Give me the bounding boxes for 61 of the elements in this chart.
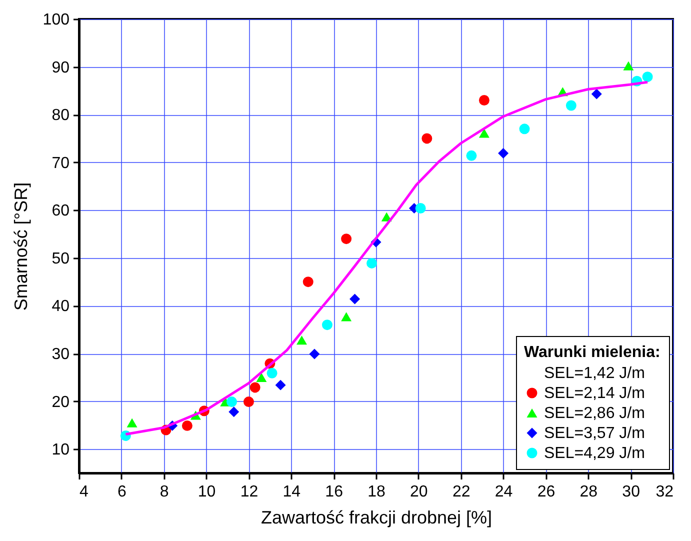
point: [422, 133, 432, 144]
x-tick-label: 26: [537, 484, 556, 500]
point: [478, 95, 490, 106]
text: SEL=1,42 J/m: [544, 365, 645, 382]
point: [478, 128, 490, 138]
x-tick-label: 32: [656, 484, 674, 500]
point: [309, 348, 320, 360]
x-tick-label: 22: [452, 484, 470, 500]
x-tick-label: 16: [325, 484, 344, 500]
point: [519, 124, 530, 134]
legend-label: SEL=2,14 J/m: [544, 385, 645, 402]
x-tick-label: 8: [160, 484, 169, 500]
y-tick-label: 30: [52, 346, 70, 364]
x-tick-label: 18: [368, 484, 386, 500]
point: [498, 148, 509, 159]
x-axis-title: Zawartość frakcji drobnej [%]: [260, 508, 492, 528]
y-tick-label: 20: [52, 394, 70, 411]
y-tick-label: 50: [52, 250, 70, 268]
legend-label: SEL=2,86 J/m: [544, 405, 645, 422]
y-tick-label: 100: [42, 12, 70, 28]
point: [350, 294, 360, 304]
y-tick-label: 60: [52, 202, 70, 220]
x-tick-label: 20: [410, 484, 428, 500]
point: [566, 100, 576, 111]
x-tick-label: 6: [117, 484, 126, 500]
y-tick-label: 10: [52, 442, 70, 459]
legend-title: Warunki mielenia:: [524, 344, 660, 361]
y-tick-label: 90: [52, 59, 70, 76]
y-tick-label: 40: [52, 298, 70, 316]
point: [466, 150, 477, 161]
x-tick-label: 4: [80, 484, 88, 500]
y-tick-label: 80: [52, 107, 70, 124]
point: [256, 372, 267, 382]
point: [341, 234, 352, 244]
point: [275, 380, 286, 390]
point: [415, 203, 426, 214]
y-axis-title: Smarność [°SR]: [10, 182, 31, 311]
point: [591, 88, 602, 100]
legend-label: SEL=4,29 J/m: [544, 445, 645, 462]
x-tick-label: 24: [494, 484, 513, 500]
point: [250, 382, 260, 393]
point: [642, 72, 653, 82]
x-tick-label: 10: [198, 484, 216, 500]
point: [126, 418, 138, 428]
x-tick-label: 28: [580, 484, 598, 500]
point: [266, 368, 278, 378]
point: [341, 312, 352, 322]
x-tick-label: 12: [240, 484, 258, 500]
point: [623, 61, 634, 70]
legend-label: SEL=3,57 J/m: [544, 425, 645, 442]
point: [226, 396, 237, 408]
point: [243, 396, 254, 408]
y-tick-label: 70: [52, 154, 70, 172]
point: [322, 320, 332, 330]
point: [182, 420, 192, 431]
point: [302, 276, 314, 288]
point: [366, 258, 377, 268]
x-tick-label: 14: [282, 484, 301, 500]
point: [228, 406, 240, 418]
point: [296, 336, 307, 345]
x-tick-label: 30: [622, 484, 640, 500]
